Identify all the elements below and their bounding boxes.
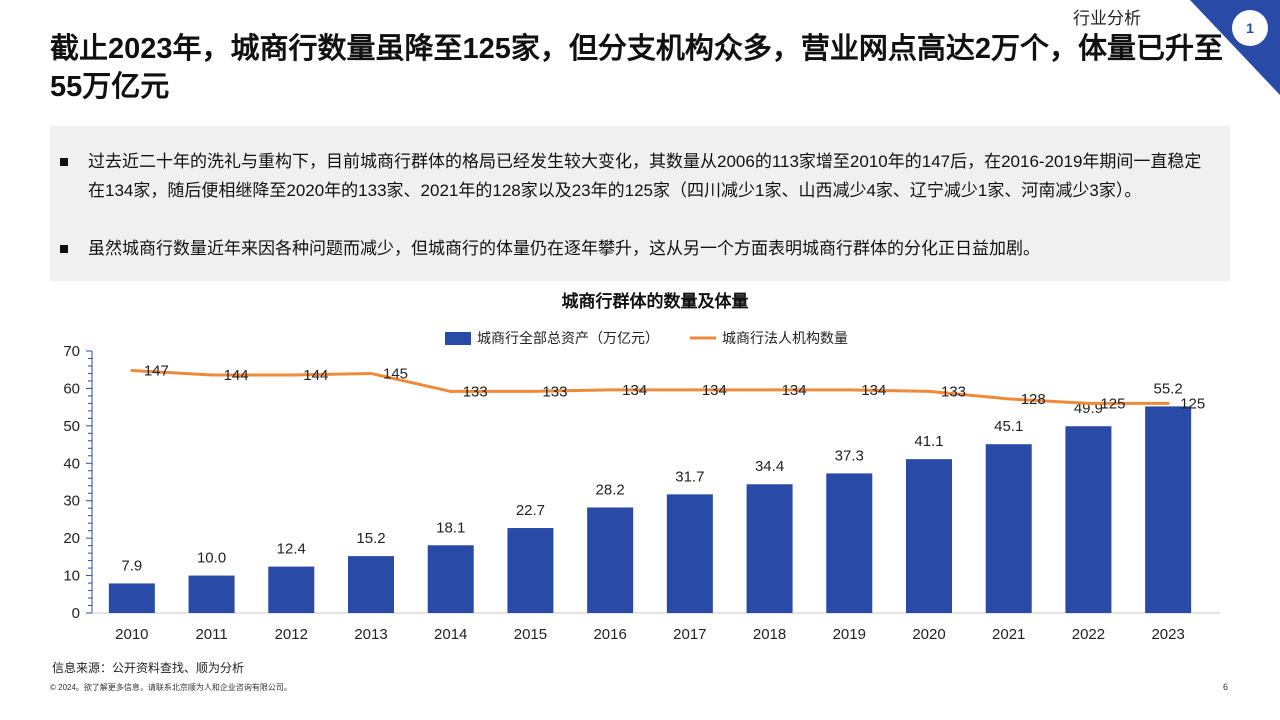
line-value-label: 133 [941,383,966,400]
page-number: 6 [1223,682,1229,692]
y-tick-label: 0 [72,605,80,622]
line-series [131,368,1169,405]
x-tick-label: 2013 [354,626,387,643]
chart-title: 城商行群体的数量及体量 [562,291,749,311]
bar-value-label: 41.1 [914,433,943,450]
summary-box: 过去近二十年的洗礼与重构下，目前城商行群体的格局已经发生较大变化，其数量从200… [50,126,1230,281]
line-point [768,388,772,392]
legend-label-bar: 城商行全部总资产（万亿元） [477,330,659,346]
bar [746,484,793,613]
y-tick-label: 40 [63,455,80,472]
bar [507,528,554,613]
bar-value-label: 22.7 [516,502,545,519]
line-value-label: 125 [1180,395,1205,412]
y-tick-label: 70 [63,343,80,360]
x-tick-label: 2012 [275,626,308,643]
y-tick-label: 60 [63,380,80,397]
combo-chart: 城商行群体的数量及体量 城商行全部总资产（万亿元） 城商行法人机构数量 0 10 2… [63,291,1220,643]
y-tick-label: 30 [63,493,80,510]
bar-value-label: 37.3 [835,447,864,464]
x-tick-label: 2011 [195,626,227,643]
source-note: 信息来源：公开资料查找、顺为分析 [52,661,245,675]
bar-value-label: 7.9 [121,557,142,574]
line-value-label: 133 [463,383,488,400]
line-value-label: 144 [224,367,249,384]
line-point [608,388,612,392]
bullet-square-icon [60,158,68,166]
bar [826,473,873,613]
summary-bullet: 虽然城商行数量近年来因各种问题而减少，但城商行的体量仍在逐年攀升，这从另一个方面… [60,234,1218,263]
line-value-label: 147 [144,362,169,379]
bar [587,507,634,613]
bar [427,545,474,613]
line-value-label: 144 [303,367,328,384]
line-point [688,388,692,392]
line-value-label: 128 [1021,391,1046,408]
x-tick-label: 2018 [753,626,786,643]
copyright-text: © 2024。欲了解更多信息，请联系北京顺为人和企业咨询有限公司。 [50,683,292,692]
line-value-label: 145 [383,365,408,382]
x-tick-label: 2020 [912,626,945,643]
bar-value-label: 31.7 [675,468,704,485]
x-tick-label: 2010 [115,626,148,643]
legend-bar-swatch [445,332,471,345]
x-tick-label: 2023 [1151,626,1184,643]
line-point [927,389,931,393]
line-point [130,368,134,372]
x-tick-label: 2022 [1072,626,1105,643]
x-tick-label: 2014 [434,626,467,643]
corner-badge: 1 [1190,0,1280,95]
x-tick-label: 2017 [673,626,706,643]
bar-value-label: 45.1 [994,418,1023,435]
summary-bullet-text: 过去近二十年的洗礼与重构下，目前城商行群体的格局已经发生较大变化，其数量从200… [88,152,1202,200]
line-value-label: 125 [1100,395,1125,412]
line-point [210,373,214,377]
y-tick-label: 20 [63,530,80,547]
bar-value-label: 10.0 [197,550,226,567]
summary-bullet: 过去近二十年的洗礼与重构下，目前城商行群体的格局已经发生较大变化，其数量从200… [60,147,1218,205]
line-value-label: 134 [702,382,727,399]
bar-value-label: 15.2 [356,530,385,547]
line-point [289,373,293,377]
bar [666,494,713,613]
corner-badge-number: 1 [1246,20,1254,36]
line-value-label: 134 [782,382,807,399]
bar [1145,406,1192,613]
line-point [369,371,373,375]
x-tick-label: 2019 [833,626,866,643]
bar [1065,426,1112,613]
chart-legend: 城商行全部总资产（万亿元） 城商行法人机构数量 [445,330,848,346]
line-point [449,389,453,393]
bar [985,444,1032,613]
bar [108,583,155,613]
bar-value-label: 34.4 [755,458,784,475]
bar [348,556,394,613]
line-point [1007,397,1011,401]
y-tick-label: 10 [63,568,80,585]
section-label: 行业分析 [1073,9,1141,28]
bar [268,566,315,613]
line-value-label: 133 [542,383,567,400]
line-point [847,388,851,392]
line-value-label: 134 [622,382,647,399]
line-value-label: 134 [861,382,886,399]
y-tick-label: 50 [63,418,80,435]
bar-value-label: 18.1 [436,519,465,536]
bar-value-label: 12.4 [277,541,306,558]
line-point [528,389,532,393]
x-tick-label: 2021 [992,626,1025,643]
summary-bullet-text: 虽然城商行数量近年来因各种问题而减少，但城商行的体量仍在逐年攀升，这从另一个方面… [88,239,1040,258]
x-tick-label: 2015 [514,626,547,643]
bar [906,459,952,613]
bar [188,575,235,613]
bar-value-label: 28.2 [596,481,625,498]
line-point [1086,401,1090,405]
x-tick-label: 2016 [593,626,626,643]
legend-label-line: 城商行法人机构数量 [722,330,848,346]
line-point [1166,401,1170,405]
bullet-square-icon [60,245,68,253]
bar-value-label: 55.2 [1154,380,1183,397]
page-title: 截止2023年，城商行数量虽降至125家，但分支机构众多，营业网点高达2万个，体… [50,33,1224,103]
